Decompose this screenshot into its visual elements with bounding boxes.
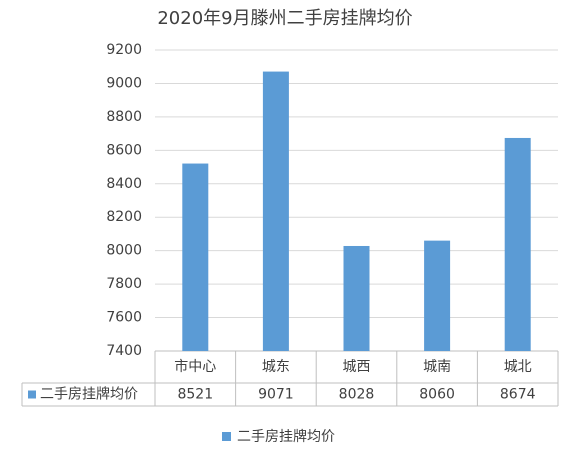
y-tick-label: 8800	[106, 109, 142, 125]
bar	[424, 240, 451, 351]
x-tick-label: 城西	[343, 359, 371, 375]
y-tick-label: 8400	[106, 176, 142, 192]
y-tick-label: 8200	[106, 209, 142, 225]
y-tick-label: 8000	[106, 243, 142, 259]
table-value: 8674	[500, 387, 536, 403]
bar	[262, 71, 289, 352]
y-tick-label: 7800	[106, 276, 142, 292]
bar	[182, 163, 209, 351]
y-tick-label: 9000	[106, 75, 142, 91]
table-value: 8521	[177, 387, 213, 403]
y-tick-label: 9200	[106, 42, 142, 58]
x-tick-label: 城南	[423, 359, 451, 375]
bar	[504, 137, 531, 351]
legend-label: 二手房挂牌均价	[237, 428, 335, 445]
table-value: 9071	[258, 387, 294, 403]
legend-marker	[28, 390, 36, 399]
bar	[343, 245, 370, 351]
table-value: 8028	[339, 387, 375, 403]
y-tick-label: 7400	[106, 343, 142, 359]
x-tick-label: 城东	[262, 359, 290, 375]
x-tick-label: 城北	[504, 359, 532, 375]
chart-title: 2020年9月滕州二手房挂牌均价	[157, 8, 412, 29]
table-value: 8060	[419, 387, 455, 403]
y-tick-label: 8600	[106, 142, 142, 158]
x-tick-label: 市中心	[174, 358, 216, 375]
table-series-name: 二手房挂牌均价	[40, 386, 138, 403]
legend-marker	[222, 432, 231, 441]
y-tick-label: 7600	[106, 310, 142, 326]
